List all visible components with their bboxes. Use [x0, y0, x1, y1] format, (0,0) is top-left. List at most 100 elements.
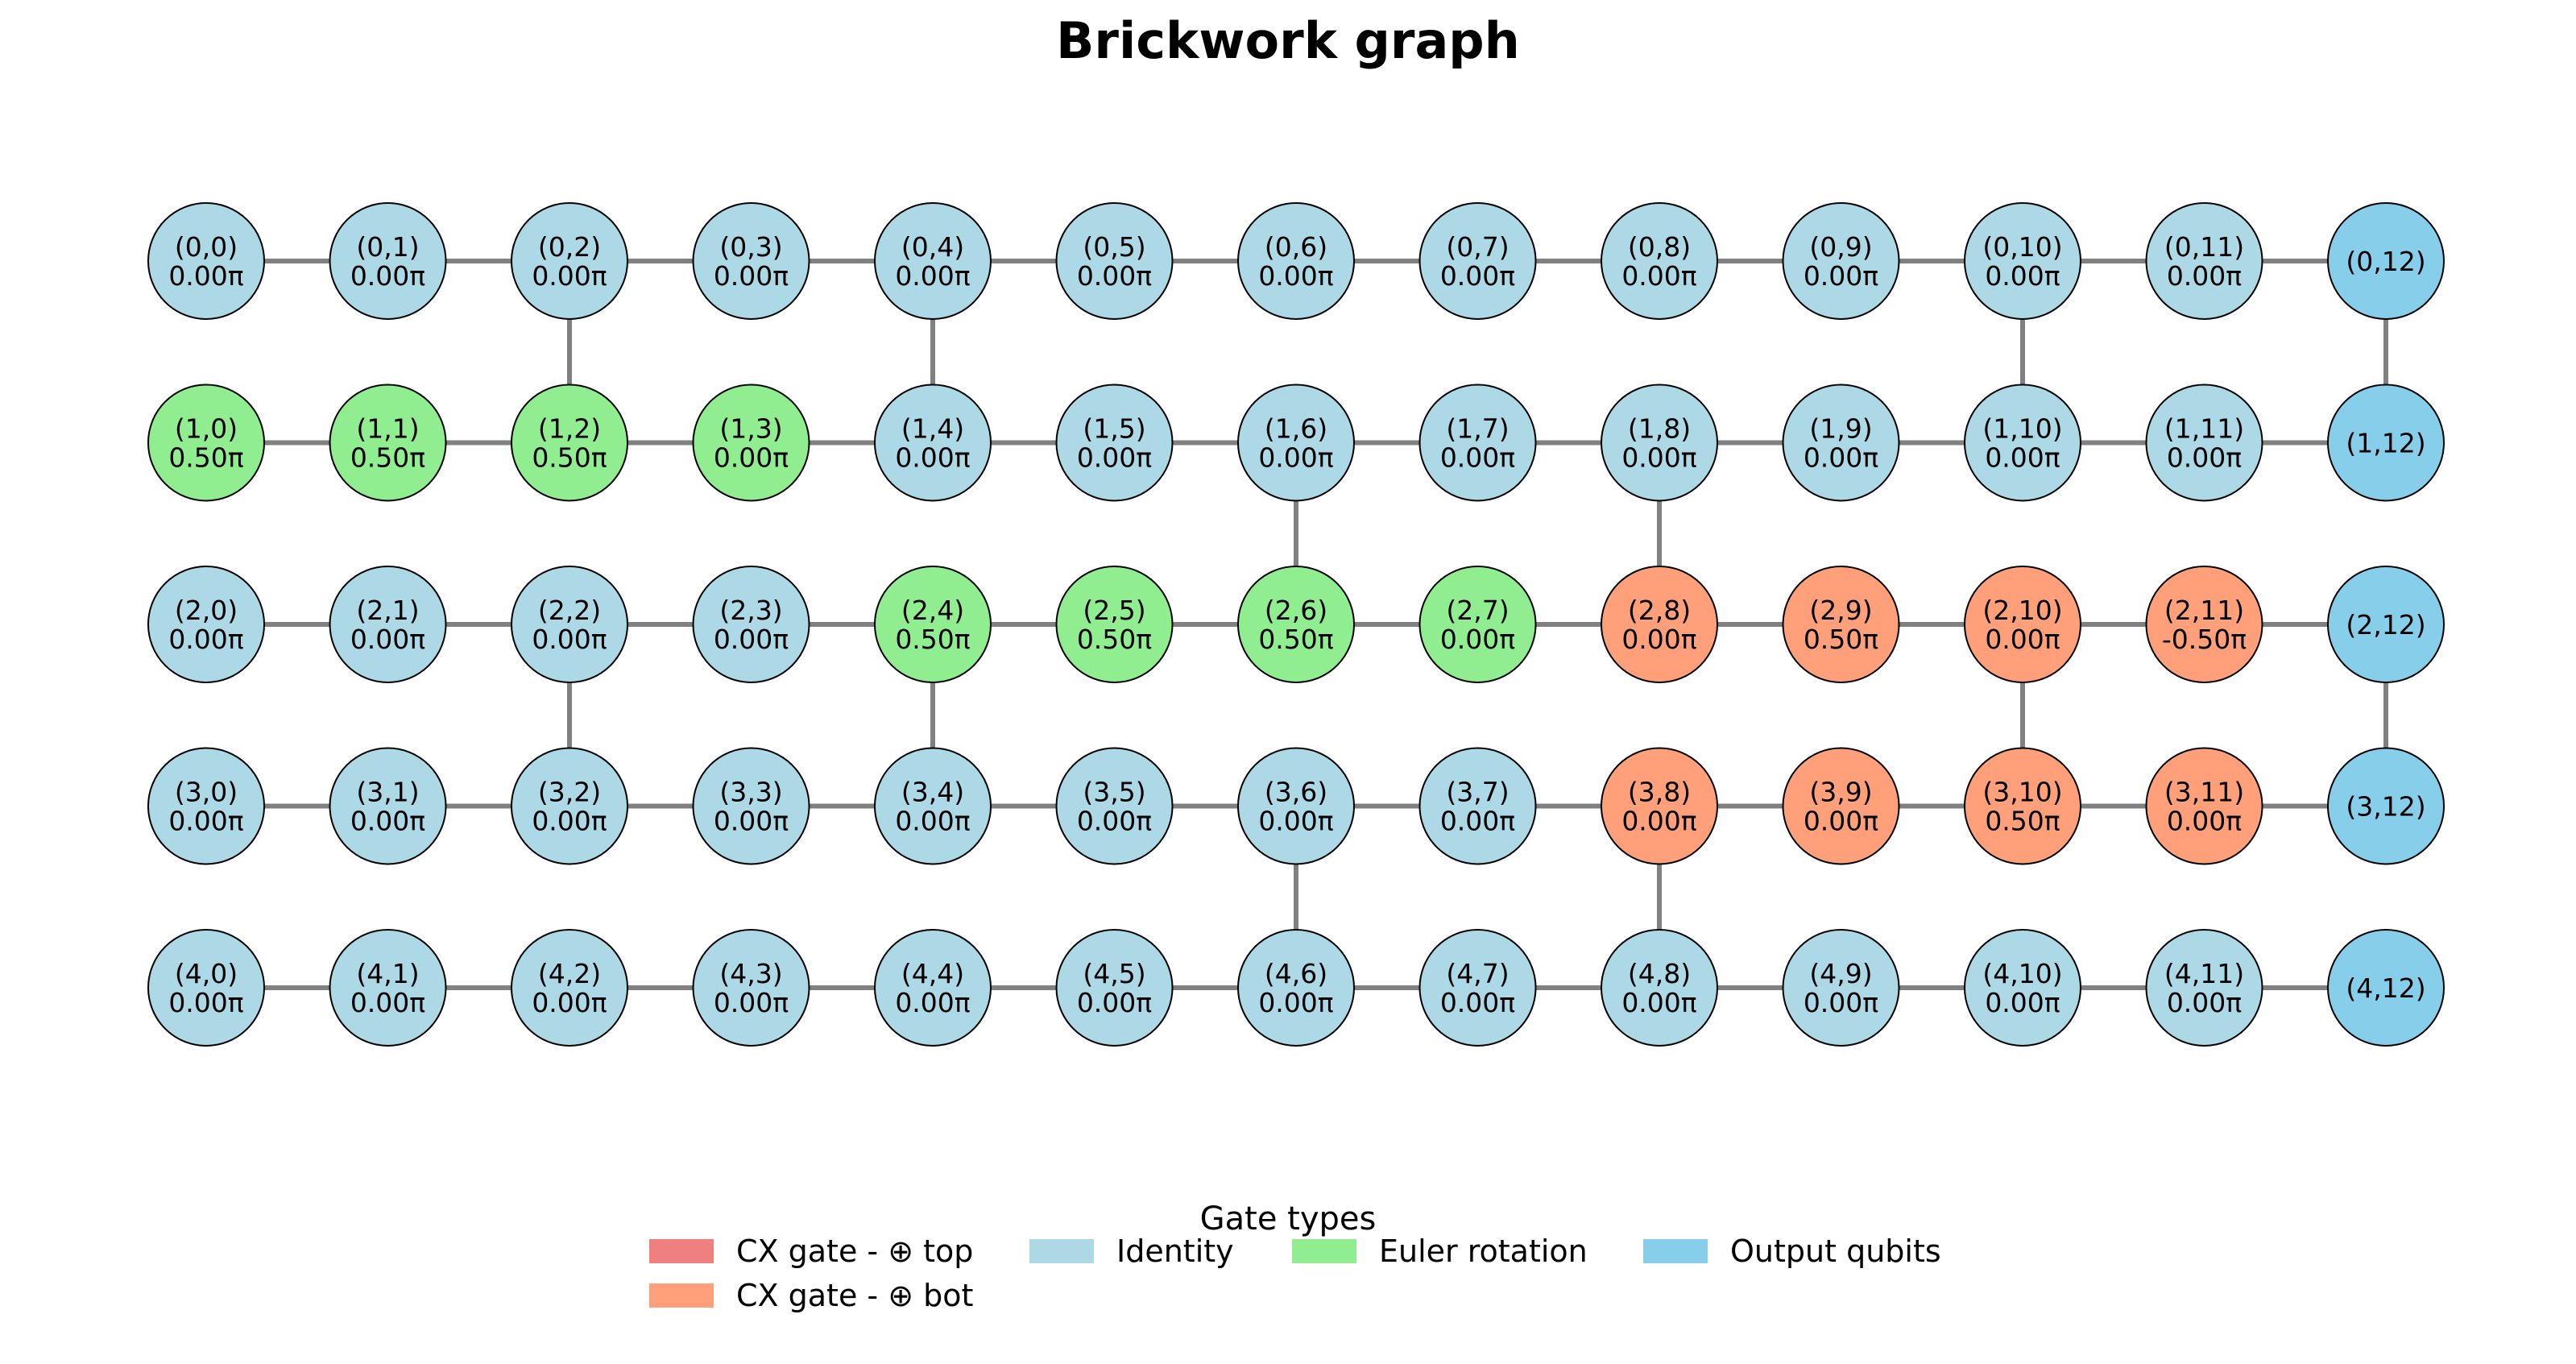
graph-node: (2,8)0.00π: [1601, 566, 1718, 683]
node-label: (1,0): [175, 413, 238, 445]
node-circle: [1782, 383, 1900, 502]
node-circle: [329, 929, 447, 1047]
node-label: (2,10): [1982, 595, 2062, 626]
node-circle: [511, 202, 628, 320]
node-label: (0,7): [1446, 231, 1509, 263]
node-circle: [147, 202, 265, 320]
node-circle: [2327, 929, 2445, 1047]
graph-node: (0,5)0.00π: [1055, 202, 1174, 320]
brickwork-graph: (0,0)0.00π(0,1)0.00π(0,2)0.00π(0,3)0.00π…: [147, 202, 2445, 1047]
node-angle: 0.00π: [1804, 806, 1878, 837]
node-angle: 0.00π: [895, 987, 970, 1018]
graph-node: (3,1)0.00π: [329, 747, 447, 865]
graph-node: (1,5)0.00π: [1055, 383, 1174, 502]
node-circle: [1237, 566, 1355, 683]
node-angle: 0.50π: [1258, 624, 1333, 655]
graph-node: (4,10)0.00π: [1964, 929, 2081, 1047]
node-angle: 0.50π: [1804, 624, 1878, 655]
node-circle: [2145, 747, 2263, 865]
legend-label-identity: Identity: [1116, 1233, 1234, 1269]
legend-swatch-identity: [1029, 1239, 1094, 1263]
graph-node: (1,0)0.50π: [147, 383, 265, 502]
node-circle: [1782, 202, 1900, 320]
graph-node: (0,10)0.00π: [1964, 202, 2081, 320]
graph-node: (3,10)0.50π: [1964, 747, 2081, 865]
graph-node: (4,5)0.00π: [1055, 929, 1174, 1047]
node-label: (3,6): [1265, 777, 1327, 808]
node-label: (0,4): [901, 231, 964, 263]
node-angle: 0.00π: [1621, 260, 1696, 292]
graph-node: (2,4)0.50π: [874, 566, 992, 683]
node-angle: 0.00π: [350, 624, 425, 655]
node-circle: [329, 202, 447, 320]
node-angle: 0.00π: [2167, 987, 2242, 1018]
legend-entry-identity: Identity: [1029, 1231, 1234, 1271]
node-angle: 0.00π: [532, 806, 607, 837]
node-label: (2,2): [538, 595, 601, 626]
node-circle: [2145, 566, 2263, 683]
graph-node: (2,5)0.50π: [1055, 566, 1174, 683]
node-angle: 0.00π: [532, 987, 607, 1018]
node-circle: [1237, 202, 1355, 320]
node-circle: [1782, 566, 1900, 683]
legend-label-cx-top: CX gate - ⊕ top: [736, 1233, 974, 1269]
node-angle: 0.00π: [1804, 442, 1878, 474]
node-label: (1,12): [2346, 428, 2425, 459]
graph-node: (1,9)0.00π: [1782, 383, 1900, 502]
node-circle: [1782, 747, 1900, 865]
graph-node: (2,12): [2327, 566, 2445, 683]
legend-label-cx-bot: CX gate - ⊕ bot: [736, 1278, 974, 1313]
graph-node: (3,3)0.00π: [692, 747, 810, 865]
diagram-title: Brickwork graph: [1056, 11, 1520, 70]
graph-node: (3,2)0.00π: [511, 747, 628, 865]
graph-node: (2,2)0.00π: [511, 566, 628, 683]
node-circle: [1237, 383, 1355, 502]
graph-node: (1,1)0.50π: [329, 383, 447, 502]
node-angle: 0.00π: [1440, 624, 1515, 655]
node-angle: 0.50π: [350, 442, 425, 474]
node-circle: [147, 747, 265, 865]
graph-node: (3,6)0.00π: [1237, 747, 1355, 865]
node-circle: [1237, 929, 1355, 1047]
legend-entry-euler: Euler rotation: [1292, 1231, 1588, 1271]
node-label: (2,8): [1628, 595, 1691, 626]
graph-node: (1,4)0.00π: [874, 383, 992, 502]
node-circle: [2327, 747, 2445, 865]
legend-swatch-euler: [1292, 1239, 1356, 1263]
graph-node: (3,9)0.00π: [1782, 747, 1900, 865]
node-circle: [511, 383, 628, 502]
node-angle: 0.00π: [1440, 806, 1515, 837]
node-label: (2,7): [1446, 595, 1509, 626]
node-label: (3,10): [1982, 777, 2062, 808]
node-circle: [1601, 383, 1718, 502]
node-label: (4,1): [356, 958, 419, 989]
node-angle: 0.00π: [1077, 260, 1152, 292]
node-angle: 0.00π: [1985, 260, 2060, 292]
node-circle: [874, 566, 992, 683]
node-angle: 0.00π: [714, 987, 789, 1018]
node-label: (2,3): [719, 595, 782, 626]
graph-node: (0,9)0.00π: [1782, 202, 1900, 320]
node-circle: [1055, 202, 1174, 320]
node-circle: [511, 747, 628, 865]
node-label: (3,5): [1083, 777, 1145, 808]
node-circle: [692, 383, 810, 502]
graph-node: (2,1)0.00π: [329, 566, 447, 683]
node-angle: 0.00π: [350, 260, 425, 292]
node-angle: 0.00π: [895, 260, 970, 292]
node-angle: 0.00π: [2167, 260, 2242, 292]
node-label: (2,12): [2346, 609, 2425, 641]
node-circle: [1418, 202, 1537, 320]
node-angle: 0.00π: [168, 260, 243, 292]
node-circle: [1964, 747, 2081, 865]
node-label: (0,8): [1628, 231, 1691, 263]
node-angle: 0.00π: [1258, 442, 1333, 474]
graph-node: (0,0)0.00π: [147, 202, 265, 320]
node-circle: [511, 929, 628, 1047]
node-angle: 0.00π: [895, 806, 970, 837]
node-label: (0,12): [2346, 246, 2425, 277]
graph-node: (4,9)0.00π: [1782, 929, 1900, 1047]
node-angle: 0.50π: [895, 624, 970, 655]
node-circle: [1055, 747, 1174, 865]
node-angle: 0.00π: [168, 987, 243, 1018]
